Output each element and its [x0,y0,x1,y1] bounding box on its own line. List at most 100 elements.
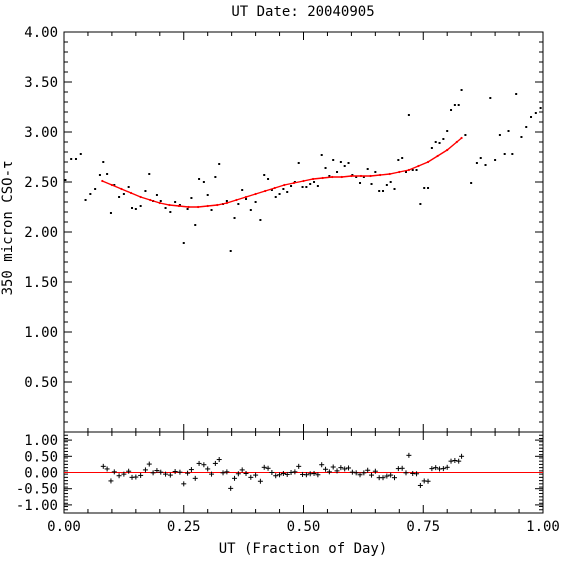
data-point [198,178,201,180]
data-point [347,162,350,164]
data-point [190,197,193,199]
data-point [397,159,400,161]
data-point [453,104,456,106]
fit-point [168,203,171,207]
data-point [385,184,388,186]
residual-point [121,471,127,477]
fit-point [446,148,449,152]
residual-point [425,478,431,484]
residual-point [346,465,352,471]
fit-point [235,198,238,202]
data-point [498,134,501,136]
residual-point [349,469,355,475]
residual-point [104,466,110,472]
main-y-tick-label: 0.50 [24,375,58,391]
residual-point [323,466,329,472]
data-point [109,212,112,214]
residual-point [315,472,321,478]
fit-point [302,179,305,183]
data-point [393,188,396,190]
fit-curve [102,137,463,208]
data-point [401,157,404,159]
data-point [301,186,304,188]
main-y-tick-label: 2.00 [24,225,58,241]
data-point [155,194,158,196]
residual-point [235,471,241,477]
resid-y-tick-label: -0.50 [16,482,58,498]
residual-point [142,467,148,473]
data-point [241,189,244,191]
residual-point [100,463,106,469]
data-point [309,183,312,185]
data-point [343,165,346,167]
residual-point [303,472,309,478]
data-point [174,201,177,203]
data-point [84,199,87,201]
data-point [98,174,101,176]
fit-point [197,205,200,209]
data-point [218,163,221,165]
fit-point [340,175,343,179]
residual-point [248,474,254,480]
residual-point [243,470,249,476]
fit-point [292,181,296,185]
data-point [113,184,116,186]
data-point [434,141,437,143]
data-point [159,200,162,202]
data-point [290,185,293,187]
data-point [484,164,487,166]
residual-point [288,470,294,475]
residual-point [239,467,245,473]
fit-point [216,203,219,207]
data-point [118,196,121,198]
data-point [507,130,510,132]
data-point [182,242,185,244]
x-tick-label: 0.00 [47,519,81,535]
residual-point [253,472,259,478]
data-point [169,211,172,213]
data-point [263,174,266,176]
fit-point [129,191,133,195]
residual-point [330,464,336,470]
fit-point [436,154,439,158]
data-point [355,176,358,178]
fit-point [426,160,430,164]
data-point [202,181,205,183]
data-point [286,191,289,193]
chart-title: UT Date: 20040905 [231,4,374,20]
data-point [106,173,109,175]
data-point [475,162,478,164]
data-point [148,173,151,175]
data-point [339,161,342,163]
residual-point [403,470,409,476]
residual-point [334,468,340,474]
residual-point [384,473,390,479]
fit-point [417,164,420,168]
residual-point [216,457,222,463]
residual-point [138,472,144,478]
resid-y-tick-label: 0.00 [24,466,58,482]
data-point [511,153,514,155]
residual-point [158,469,164,475]
fit-point [158,201,161,205]
residual-panel: 0.00 0.25 0.50 0.75 1.00-1.00-0.500.000.501.… [16,431,560,535]
data-point [332,159,335,161]
residual-point [353,470,359,476]
residual-point [181,481,187,487]
residual-point [163,471,169,477]
data-point [206,194,209,196]
residual-point [150,470,156,476]
data-point [64,179,67,181]
data-point [534,112,537,114]
residual-point [273,473,279,479]
resid-y-tick-label: -1.00 [16,498,58,514]
residual-point [167,472,173,478]
residual-point [212,460,218,466]
fit-point [273,186,276,190]
data-point [411,169,414,171]
fit-point [460,136,463,140]
data-point [274,196,277,198]
x-tick-label: 0.25 [167,519,201,535]
fit-point [177,204,181,208]
data-point [407,114,410,116]
